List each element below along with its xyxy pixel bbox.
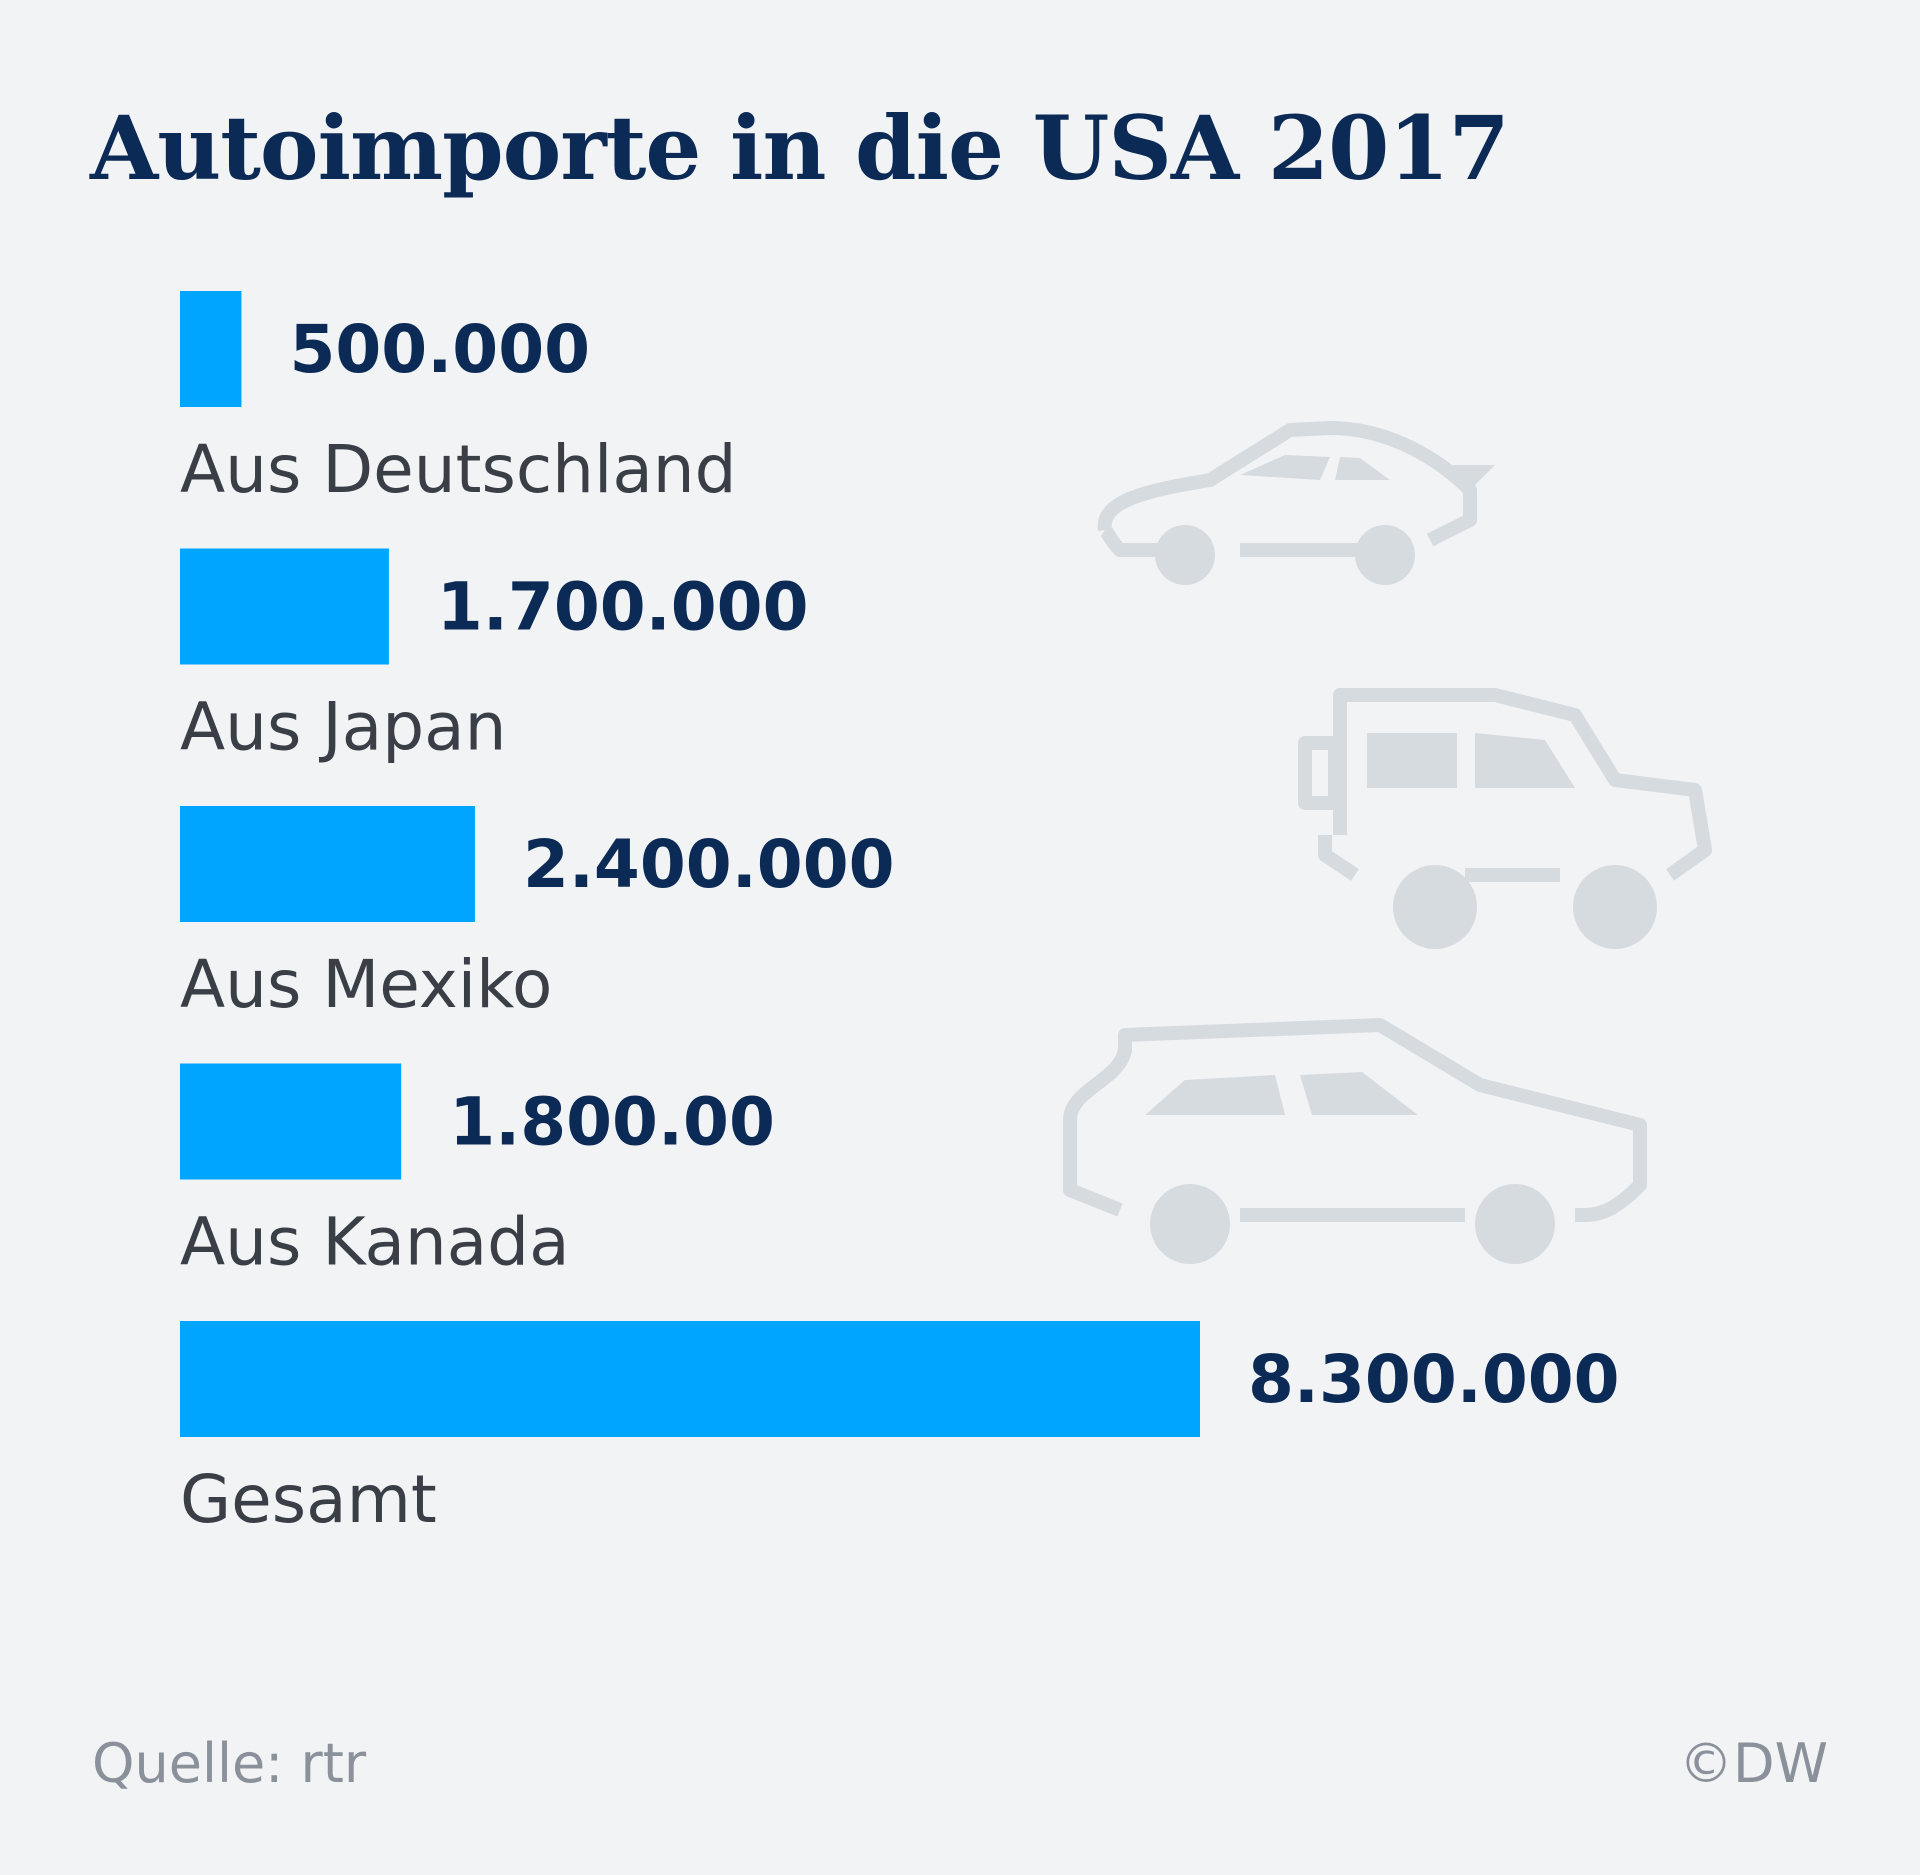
category-label-0: Aus Deutschland <box>180 431 737 508</box>
category-label-3: Aus Kanada <box>180 1204 570 1281</box>
category-label-2: Aus Mexiko <box>180 946 552 1023</box>
bar-value-label-1: 1.700.000 <box>437 569 809 646</box>
bar-0 <box>180 291 242 407</box>
suv-icon <box>1298 688 1712 949</box>
bar-value-label-4: 8.300.000 <box>1248 1341 1620 1418</box>
bar-value-label-3: 1.800.00 <box>449 1084 775 1161</box>
copyright-credit: ©DW <box>1679 1732 1828 1795</box>
station-wagon-icon <box>1063 1018 1647 1264</box>
bar-1 <box>180 548 389 665</box>
category-label-4: Gesamt <box>180 1461 437 1538</box>
category-label-1: Aus Japan <box>180 689 506 766</box>
bar-2 <box>180 806 475 922</box>
bar-3 <box>180 1063 402 1180</box>
sports-car-icon <box>1097 421 1495 585</box>
source-note: Quelle: rtr <box>92 1732 367 1795</box>
bar-4 <box>180 1321 1200 1437</box>
bar-value-label-2: 2.400.000 <box>523 826 895 903</box>
bar-chart: 500.000 Aus Deutschland 1.700.000 Aus Japan… <box>180 291 1620 1538</box>
chart-title: Autoimporte in die USA 2017 <box>90 96 1510 200</box>
bar-value-label-0: 500.000 <box>289 311 590 388</box>
